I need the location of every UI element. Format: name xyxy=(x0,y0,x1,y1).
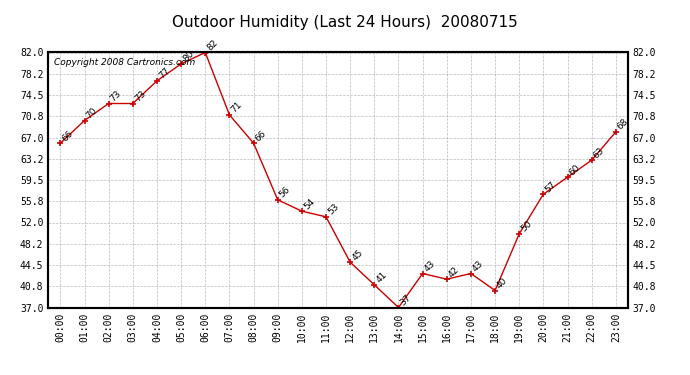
Text: 66: 66 xyxy=(254,129,268,143)
Text: Outdoor Humidity (Last 24 Hours)  20080715: Outdoor Humidity (Last 24 Hours) 2008071… xyxy=(172,15,518,30)
Text: 42: 42 xyxy=(447,265,461,279)
Text: 50: 50 xyxy=(520,219,534,234)
Text: 43: 43 xyxy=(423,259,437,273)
Text: 70: 70 xyxy=(85,106,99,120)
Text: 66: 66 xyxy=(61,129,75,143)
Text: 43: 43 xyxy=(471,259,485,273)
Text: 82: 82 xyxy=(206,38,219,53)
Text: 63: 63 xyxy=(592,146,607,160)
Text: 41: 41 xyxy=(375,270,388,285)
Text: 37: 37 xyxy=(399,293,413,308)
Text: 57: 57 xyxy=(544,180,558,194)
Text: 53: 53 xyxy=(326,202,341,217)
Text: 80: 80 xyxy=(181,50,196,64)
Text: 60: 60 xyxy=(568,163,582,177)
Text: 77: 77 xyxy=(157,66,172,81)
Text: 40: 40 xyxy=(495,276,509,291)
Text: 73: 73 xyxy=(109,89,124,104)
Text: 45: 45 xyxy=(351,248,364,262)
Text: Copyright 2008 Cartronics.com: Copyright 2008 Cartronics.com xyxy=(54,58,195,67)
Text: 68: 68 xyxy=(616,117,631,132)
Text: 71: 71 xyxy=(230,100,244,115)
Text: 73: 73 xyxy=(133,89,148,104)
Text: 56: 56 xyxy=(278,185,293,200)
Text: 54: 54 xyxy=(302,197,316,211)
